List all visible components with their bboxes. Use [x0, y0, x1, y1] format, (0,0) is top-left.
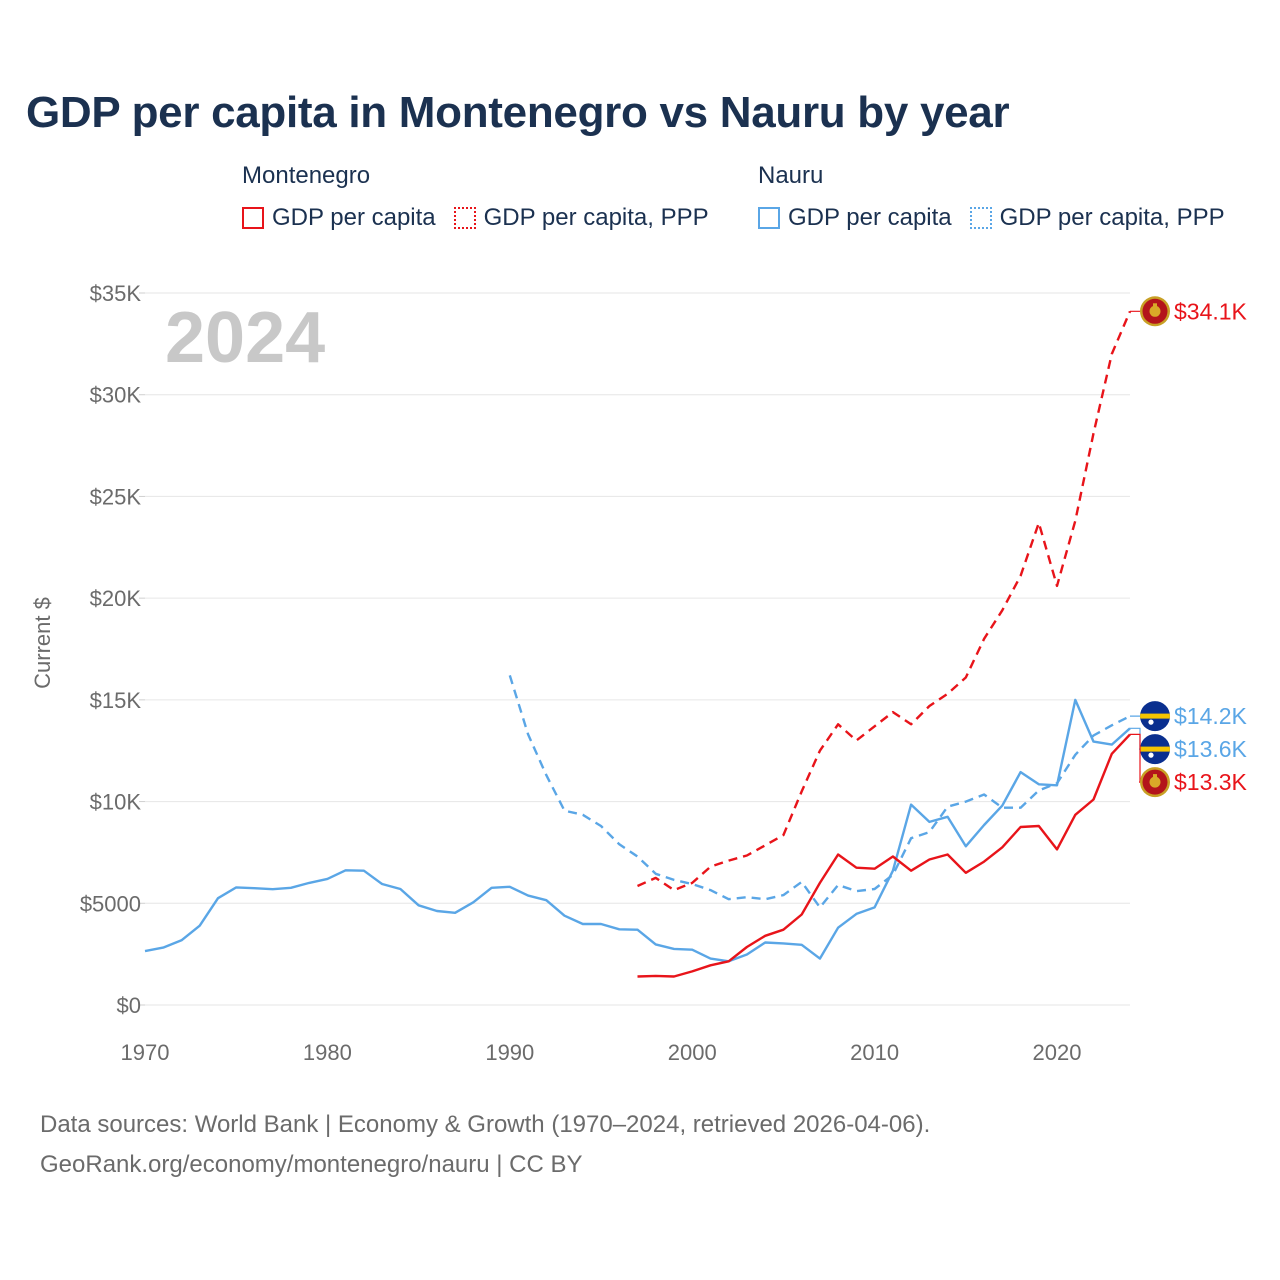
series-line-montenegro-solid[interactable] — [637, 733, 1131, 978]
x-tick-label: 2010 — [850, 1040, 899, 1065]
end-label-connector — [1130, 727, 1141, 750]
source-note: Data sources: World Bank | Economy & Gro… — [40, 1105, 930, 1185]
solid-blue-swatch-icon — [758, 207, 780, 229]
source-line-2[interactable]: GeoRank.org/economy/montenegro/nauru | C… — [40, 1151, 583, 1178]
end-label-connector — [1130, 733, 1141, 783]
x-axis-ticks: 1970 1980 1990 2000 2010 2020 — [121, 1040, 1082, 1065]
x-tick-label: 1980 — [303, 1040, 352, 1065]
legend-nauru-ppp-label: GDP per capita, PPP — [999, 204, 1225, 231]
legend-nauru-gdp-label: GDP per capita — [788, 204, 952, 231]
montenegro-flag-icon — [1140, 767, 1170, 798]
series-lines — [144, 310, 1132, 978]
grid-lines — [139, 292, 1130, 1006]
x-tick-label: 1990 — [485, 1040, 534, 1065]
end-label-value: $14.2K — [1174, 703, 1248, 729]
legend-montenegro: Montenegro GDP per capita GDP per capita… — [242, 162, 709, 232]
nauru-flag-icon — [1140, 734, 1170, 765]
end-label-value: $34.1K — [1174, 298, 1248, 324]
legend-montenegro-gdp[interactable]: GDP per capita — [242, 204, 436, 232]
end-label-montenegro-solid: $13.3K — [1130, 733, 1248, 798]
solid-red-swatch-icon — [242, 207, 264, 229]
line-chart: $0 $5000 $10K $15K $20K $25K $30K $35K 1970 1980… — [30, 281, 1248, 1065]
legend-montenegro-ppp-label: GDP per capita, PPP — [483, 204, 709, 231]
end-label-value: $13.3K — [1174, 769, 1248, 795]
y-tick-label: $15K — [90, 688, 142, 713]
legend-montenegro-ppp[interactable]: GDP per capita, PPP — [453, 204, 709, 232]
legend-nauru-title: Nauru — [758, 162, 824, 189]
dotted-blue-swatch-icon — [969, 207, 992, 229]
legend-montenegro-title: Montenegro — [242, 162, 371, 189]
x-tick-label: 2020 — [1033, 1040, 1082, 1065]
end-label-nauru-dashed: $14.2K — [1130, 701, 1248, 732]
y-tick-label: $30K — [90, 383, 142, 408]
legend-nauru: Nauru GDP per capita GDP per capita, PPP — [758, 162, 1225, 232]
y-tick-label: $0 — [117, 993, 141, 1018]
x-tick-label: 2000 — [668, 1040, 717, 1065]
year-label: 2024 — [165, 298, 325, 378]
y-tick-label: $35K — [90, 281, 142, 306]
y-tick-label: $5000 — [80, 891, 141, 916]
legend-montenegro-gdp-label: GDP per capita — [272, 204, 436, 231]
x-tick-label: 1970 — [121, 1040, 170, 1065]
end-label-nauru-solid: $13.6K — [1130, 727, 1248, 765]
end-labels: $34.1K $14.2K $13.6K $13.3K — [1130, 296, 1248, 798]
legend-nauru-ppp[interactable]: GDP per capita, PPP — [969, 204, 1225, 232]
dotted-red-swatch-icon — [453, 207, 476, 229]
y-axis-ticks: $0 $5000 $10K $15K $20K $25K $30K $35K — [80, 281, 142, 1018]
series-line-nauru-solid[interactable] — [144, 698, 1131, 963]
montenegro-flag-icon — [1140, 296, 1170, 327]
y-axis-label: Current $ — [30, 597, 55, 689]
chart-title: GDP per capita in Montenegro vs Nauru by… — [26, 88, 1010, 137]
series-line-nauru-dashed[interactable] — [508, 675, 1131, 909]
y-tick-label: $20K — [90, 586, 142, 611]
legend-nauru-gdp[interactable]: GDP per capita — [758, 204, 952, 232]
end-label-value: $13.6K — [1174, 736, 1248, 762]
y-tick-label: $10K — [90, 790, 142, 815]
source-line-1: Data sources: World Bank | Economy & Gro… — [40, 1111, 931, 1138]
series-line-montenegro-dashed[interactable] — [637, 310, 1132, 892]
y-tick-label: $25K — [90, 484, 142, 509]
end-label-montenegro-dashed: $34.1K — [1130, 296, 1248, 327]
nauru-flag-icon — [1140, 701, 1170, 732]
